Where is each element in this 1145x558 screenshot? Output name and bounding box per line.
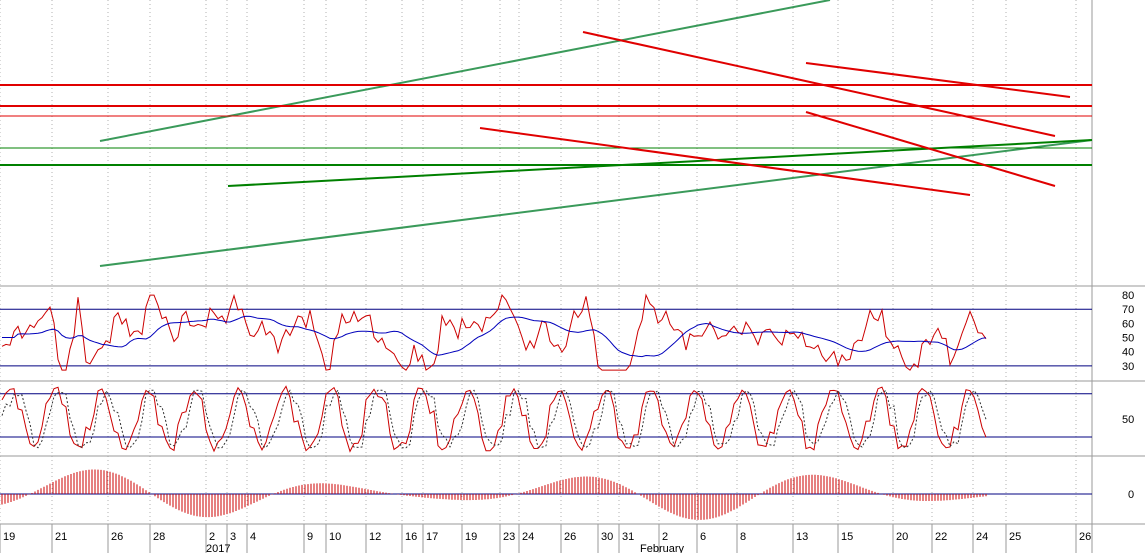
- oscillator-2-line: [1, 385, 987, 453]
- date-tick-label: 26: [1079, 531, 1091, 543]
- oscillator-1-tick-label: 40: [1122, 347, 1134, 359]
- date-tick-label: 6: [700, 531, 706, 543]
- date-tick-label: 16: [405, 531, 417, 543]
- histogram-tick-label: 0: [1128, 489, 1134, 501]
- date-tick-label: 4: [250, 531, 256, 543]
- green-support-trendline: [227, 139, 1093, 187]
- date-tick-label: 25: [1009, 531, 1021, 543]
- date-tick-label: 8: [740, 531, 746, 543]
- oscillator-1-tick-label: 50: [1122, 333, 1134, 345]
- date-tick-label: 23: [503, 531, 515, 543]
- date-tick-label: 24: [976, 531, 988, 543]
- osc-layer: [0, 293, 1092, 520]
- date-tick-label: 17: [426, 531, 438, 543]
- month-label-february: February: [640, 543, 685, 553]
- oscillator-1-tick-label: 60: [1122, 318, 1134, 330]
- oscillator-1-tick-label: 70: [1122, 304, 1134, 316]
- date-tick-label: 19: [3, 531, 15, 543]
- date-tick-label: 24: [522, 531, 534, 543]
- date-tick-label: 10: [329, 531, 341, 543]
- date-tick-label: 3: [230, 531, 236, 543]
- red-descending-trendline: [805, 62, 1071, 98]
- date-tick-label: 13: [796, 531, 808, 543]
- upper-green-trendline: [99, 0, 831, 142]
- date-tick-label: 12: [369, 531, 381, 543]
- red-descending-trendline: [479, 127, 971, 196]
- date-tick-label: 28: [153, 531, 165, 543]
- date-tick-label: 22: [935, 531, 947, 543]
- date-tick-label: 20: [896, 531, 908, 543]
- trend-layer: [0, 0, 1093, 267]
- date-tick-label: 26: [111, 531, 123, 543]
- oscillator-1-signal: [2, 315, 987, 358]
- red-descending-trendline: [805, 111, 1056, 187]
- date-tick-label: 21: [55, 531, 67, 543]
- red-descending-trendline: [582, 31, 1056, 137]
- date-tick-label: 19: [465, 531, 477, 543]
- oscillator-2-tick-label: 50: [1122, 414, 1134, 426]
- oscillator-1-line: [1, 293, 987, 371]
- date-tick-label: 2: [209, 531, 215, 543]
- oscillator-2-signal: [1, 389, 987, 449]
- date-tick-label: 2: [662, 531, 668, 543]
- oscillator-1-tick-label: 30: [1122, 361, 1134, 373]
- lower-green-trendline: [99, 139, 1093, 267]
- oscillator-1-tick-label: 80: [1122, 290, 1134, 302]
- date-tick-label: 30: [601, 531, 613, 543]
- date-tick-label: 9: [307, 531, 313, 543]
- month-label-2017: 2017: [206, 543, 230, 553]
- date-tick-label: 31: [622, 531, 634, 543]
- date-tick-label: 15: [841, 531, 853, 543]
- date-tick-label: 26: [564, 531, 576, 543]
